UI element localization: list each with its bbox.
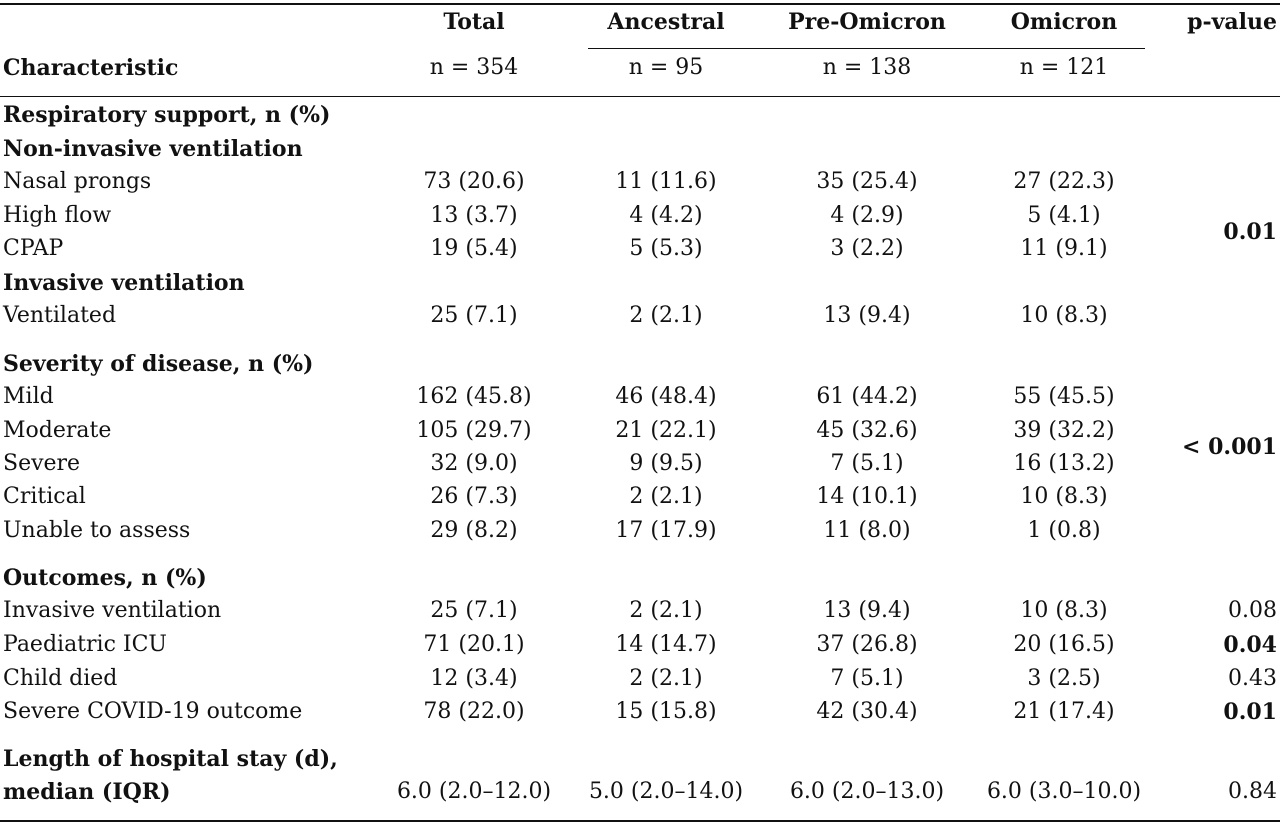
group-header-total: Total [443,9,505,35]
section-title: Non-invasive ventilation [3,136,303,162]
row-label: Severe COVID-19 outcome [3,699,303,724]
section-title: Outcomes, n (%) [3,565,207,591]
section-title: Length of hospital stay (d), [3,746,338,772]
table-cell: 10 (8.3) [1020,484,1108,509]
table-cell: 10 (8.3) [1020,303,1108,328]
row-label: High flow [3,203,112,228]
rule-top [0,3,1280,5]
table-cell: 29 (8.2) [430,518,518,543]
table-cell: 25 (7.1) [430,303,518,328]
table-cell: 4 (2.9) [830,203,904,228]
table-cell: 13 (3.7) [430,203,518,228]
p-value-cell: 0.08 [1228,598,1277,623]
group-p-value: 0.01 [1223,219,1277,245]
p-value-cell: 0.01 [1223,699,1277,725]
group-header-omicron: Omicron [1010,9,1118,35]
table-cell: 21 (22.1) [615,418,717,443]
table-cell: 2 (2.1) [629,484,703,509]
table-cell: 46 (48.4) [615,384,717,409]
table-cell: 26 (7.3) [430,484,518,509]
table-cell: 3 (2.2) [830,236,904,261]
table-cell: 45 (32.6) [816,418,918,443]
row-label: Invasive ventilation [3,598,222,623]
table-cell: 55 (45.5) [1013,384,1115,409]
table-cell: 16 (13.2) [1013,451,1115,476]
row-label: Unable to assess [3,518,191,543]
table-cell: 37 (26.8) [816,632,918,657]
row-label: Ventilated [3,303,117,328]
rule-bottom [0,820,1280,822]
table-cell: 71 (20.1) [423,632,525,657]
table-cell: 6.0 (2.0–12.0) [396,779,552,804]
row-label: Critical [3,484,86,509]
table-cell: 4 (4.2) [629,203,703,228]
rule-header [0,96,1280,97]
table-cell: 25 (7.1) [430,598,518,623]
row-label: Child died [3,666,118,691]
row-label: CPAP [3,236,64,261]
table-cell: 3 (2.5) [1027,666,1101,691]
section-title: Severity of disease, n (%) [3,351,314,377]
table-cell: 21 (17.4) [1013,699,1115,724]
table-cell: 27 (22.3) [1013,169,1115,194]
group-n-count: n = 354 [429,55,519,80]
table-cell: 15 (15.8) [615,699,717,724]
table-cell: 162 (45.8) [416,384,532,409]
table-cell: 17 (17.9) [615,518,717,543]
table-cell: 20 (16.5) [1013,632,1115,657]
table-cell: 13 (9.4) [823,598,911,623]
table-cell: 12 (3.4) [430,666,518,691]
table-cell: 13 (9.4) [823,303,911,328]
row-label: Moderate [3,418,112,443]
section-title: Respiratory support, n (%) [3,102,331,128]
rule-group-span [588,48,1145,49]
table-cell: 1 (0.8) [1027,518,1101,543]
table-cell: 9 (9.5) [629,451,703,476]
table-cell: 10 (8.3) [1020,598,1108,623]
table-cell: 35 (25.4) [816,169,918,194]
table-cell: 11 (8.0) [823,518,911,543]
row-label: Severe [3,451,81,476]
table-cell: 105 (29.7) [416,418,532,443]
row-label: Paediatric ICU [3,632,167,657]
table-cell: 42 (30.4) [816,699,918,724]
table-cell: 11 (11.6) [615,169,717,194]
p-value-cell: 0.04 [1223,632,1277,658]
row-label: median (IQR) [3,779,171,805]
table-cell: 78 (22.0) [423,699,525,724]
table-cell: 7 (5.1) [830,666,904,691]
section-title: Invasive ventilation [3,270,245,296]
table-cell: 14 (10.1) [816,484,918,509]
group-n-count: n = 95 [628,55,704,80]
group-p-value: < 0.001 [1182,434,1277,460]
table-cell: 39 (32.2) [1013,418,1115,443]
table-cell: 2 (2.1) [629,598,703,623]
table-cell: 61 (44.2) [816,384,918,409]
table-cell: 5 (4.1) [1027,203,1101,228]
table-cell: 7 (5.1) [830,451,904,476]
table-cell: 6.0 (2.0–13.0) [789,779,945,804]
characteristic-header: Characteristic [3,55,179,81]
table-cell: 5 (5.3) [629,236,703,261]
row-label: Nasal prongs [3,169,152,194]
group-n-count: n = 138 [822,55,912,80]
group-header-pre-omicron: Pre-Omicron [788,9,946,35]
row-label: Mild [3,384,54,409]
p-value-header: p-value [1187,9,1277,35]
table-cell: 73 (20.6) [423,169,525,194]
table-cell: 19 (5.4) [430,236,518,261]
p-value-cell: 0.43 [1228,666,1277,691]
p-value-cell: 0.84 [1228,779,1277,804]
table-cell: 2 (2.1) [629,666,703,691]
group-n-count: n = 121 [1019,55,1109,80]
table-cell: 32 (9.0) [430,451,518,476]
table-cell: 6.0 (3.0–10.0) [986,779,1142,804]
table-cell: 14 (14.7) [615,632,717,657]
group-header-ancestral: Ancestral [607,9,725,35]
table-cell: 2 (2.1) [629,303,703,328]
table-cell: 5.0 (2.0–14.0) [588,779,744,804]
table-cell: 11 (9.1) [1020,236,1108,261]
